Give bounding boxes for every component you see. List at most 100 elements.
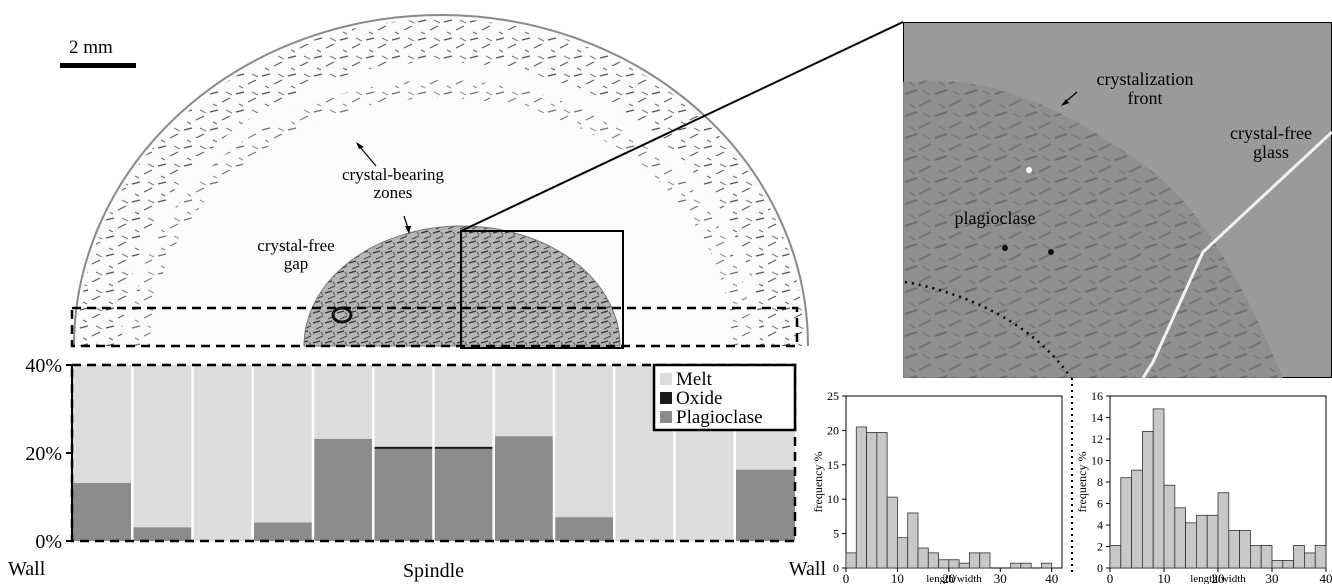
y-tick-label: 10 [827, 492, 839, 506]
histogram-bar [1041, 562, 1053, 569]
x-label-right: Wall [789, 558, 827, 580]
x-tick-label: 10 [891, 571, 904, 584]
crystal-free-glass-label: crystal-free glass [1230, 123, 1312, 162]
y-tick-label: 8 [1097, 475, 1103, 489]
scale-bar-label: 2 mm [69, 37, 113, 58]
y-tick-label: 15 [827, 458, 839, 472]
x-tick-label: 0 [843, 571, 850, 584]
histogram-bar [1314, 545, 1327, 569]
histogram-bar [917, 547, 929, 569]
histogram-bar [927, 552, 939, 569]
x-axis-label: length/width [926, 573, 982, 584]
histogram-bar [1152, 408, 1165, 569]
histogram-bar [1163, 484, 1176, 569]
plagioclase-bar [252, 522, 313, 541]
y-tick-label: 2 [1097, 540, 1103, 554]
plagioclase-bar [734, 469, 795, 541]
x-tick-label: 40 [1320, 571, 1332, 584]
y-tick-label: 16 [1091, 389, 1103, 403]
histogram-bar [1195, 514, 1208, 569]
plagioclase-bar [433, 448, 494, 541]
histogram-bar [866, 432, 878, 569]
histogram-bar [1293, 545, 1305, 569]
histogram-bar [1271, 560, 1284, 569]
plagioclase-bar [373, 448, 434, 541]
histogram-bar [1228, 529, 1241, 569]
histogram-bar [969, 552, 981, 569]
x-tick-label: 0 [1107, 571, 1114, 584]
y-tick-label: 5 [833, 527, 839, 541]
plagioclase-bar [554, 517, 615, 541]
y-tick-label: 14 [1091, 411, 1103, 425]
legend-label: Melt [676, 369, 713, 390]
y-tick-label: 6 [1097, 497, 1103, 511]
y-tick-label: 0 [1097, 561, 1103, 575]
y-tick-label: 40% [25, 355, 62, 377]
histogram-bar [876, 432, 888, 569]
y-tick-label: 10 [1091, 454, 1103, 468]
y-tick-label: 4 [1097, 518, 1103, 532]
thin-section-image [70, 14, 809, 349]
x-tick-label: 20 [1212, 571, 1225, 584]
legend-box [652, 363, 797, 432]
x-tick-label: 20 [942, 571, 955, 584]
histogram-bar [1217, 492, 1230, 569]
plagioclase-bar [72, 482, 133, 541]
x-tick-label: 10 [1158, 571, 1171, 584]
y-tick-label: 25 [827, 389, 839, 403]
histogram-bar [897, 537, 909, 569]
histogram-bar [1303, 552, 1316, 569]
melt-bar [252, 365, 313, 541]
histogram-bar [886, 496, 898, 569]
histogram-bar [1206, 514, 1219, 569]
y-axis-label: frequency % [1075, 452, 1089, 513]
histogram-bar [855, 426, 867, 569]
histogram-bar [1010, 562, 1022, 569]
oxide-bar [433, 446, 494, 449]
melt-bar [554, 365, 615, 541]
histogram-bar [1131, 469, 1143, 569]
x-tick-label: 30 [994, 571, 1007, 584]
x-tick-label: 30 [1266, 571, 1279, 584]
y-tick-label: 12 [1091, 432, 1103, 446]
y-tick-label: 20 [827, 423, 839, 437]
histogram-bar [979, 552, 991, 569]
y-axis-label: frequency % [811, 452, 825, 513]
plagioclase-bar [132, 527, 193, 541]
x-tick-label: 40 [1045, 571, 1058, 584]
histogram-bar [1174, 507, 1187, 569]
melt-bar [192, 365, 253, 541]
crystal-free-gap-label: crystal-free gap [257, 236, 335, 273]
histogram-bar [1020, 562, 1032, 569]
y-tick-label: 0% [35, 531, 62, 553]
aspect-ratio-histogram-1: 0 5 10 15 20 25 0 10 20 30 40 length/width frequency… [811, 389, 1063, 584]
legend-swatch [660, 411, 672, 423]
histogram-bar [1185, 522, 1197, 569]
scale-bar: 2 mm [60, 38, 136, 68]
plagioclase-bar [313, 438, 374, 541]
plagioclase-label: plagioclase [954, 208, 1036, 228]
histogram-bar [1109, 545, 1122, 569]
histogram-bar [1249, 545, 1262, 569]
histogram-bar [958, 562, 970, 569]
histogram-bar [1282, 560, 1295, 569]
x-label-left: Wall [8, 558, 46, 580]
histogram-bar [1260, 545, 1273, 569]
aspect-ratio-histogram-2: 0 2 4 6 8 10 12 14 16 0 10 20 30 40 length/width freque… [1075, 389, 1332, 584]
plagioclase-bar [493, 436, 554, 541]
legend-label: Plagioclase [676, 407, 763, 428]
legend-swatch [660, 373, 672, 385]
histogram-bar [907, 512, 919, 569]
melt-bar [132, 365, 193, 541]
legend-swatch [660, 392, 672, 404]
legend-label: Oxide [676, 388, 722, 409]
y-tick-label: 0 [833, 561, 839, 575]
zoomed-micrograph [903, 22, 1332, 378]
histogram-bar [1120, 477, 1132, 569]
y-tick-label: 20% [25, 443, 62, 465]
phase-fraction-chart: 0% 20% 40% Wall Spindle Wall MeltOxidePlagiocl… [8, 355, 827, 582]
histogram-bar [1239, 529, 1251, 569]
x-label-center: Spindle [403, 560, 464, 582]
crystallization-front-label: crystalization front [1096, 69, 1194, 108]
